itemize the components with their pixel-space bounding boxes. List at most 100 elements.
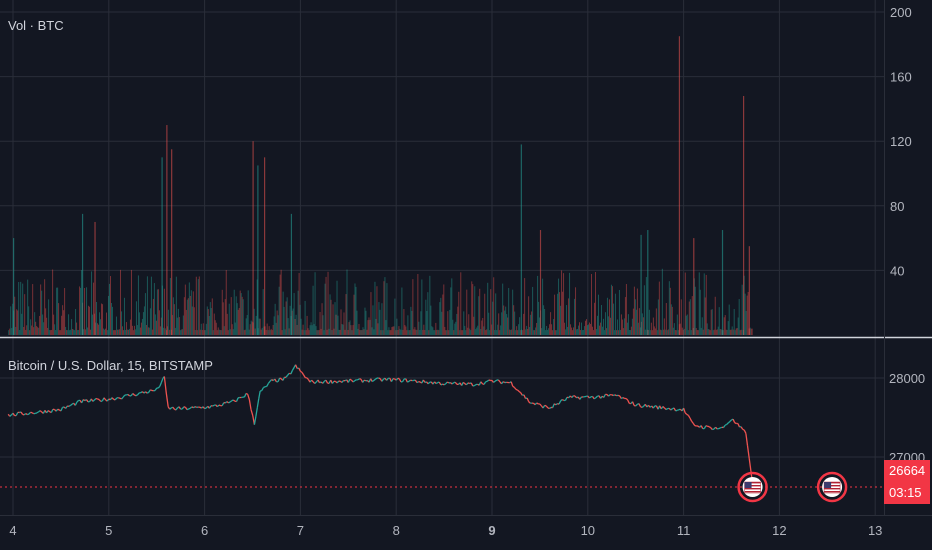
volume-bar <box>279 274 281 335</box>
price-segment <box>443 383 447 386</box>
flag-canton <box>824 482 832 488</box>
volume-bar <box>735 328 737 335</box>
volume-bar <box>667 329 669 335</box>
volume-bar <box>504 310 506 335</box>
volume-bar <box>28 306 30 335</box>
volume-bar <box>500 325 502 335</box>
us-flag-event-icon[interactable] <box>737 471 768 503</box>
volume-bar <box>35 321 37 335</box>
price-segment <box>663 407 667 410</box>
volume-bar <box>273 316 275 335</box>
volume-bar <box>303 330 305 335</box>
volume-bar <box>525 329 527 335</box>
volume-bar <box>587 324 589 335</box>
price-segment <box>106 398 110 402</box>
volume-bar <box>501 312 503 335</box>
volume-bar <box>223 326 225 335</box>
volume-bar <box>316 330 318 335</box>
volume-bar <box>498 313 500 335</box>
volume-bar <box>320 328 322 335</box>
volume-bar <box>13 238 15 335</box>
volume-bar <box>706 323 708 335</box>
volume-bar <box>283 306 285 335</box>
us-flag-event-icon[interactable] <box>816 471 848 503</box>
price-segment <box>362 379 365 383</box>
volume-bar <box>529 326 531 335</box>
price-segment <box>9 414 12 417</box>
volume-bar <box>355 286 357 335</box>
volume-bar <box>184 284 186 335</box>
volume-bar <box>333 328 335 335</box>
volume-bar <box>452 319 454 335</box>
volume-bar <box>548 328 550 335</box>
volume-bar <box>737 317 739 335</box>
volume-bar <box>151 329 153 335</box>
volume-bar <box>534 330 536 335</box>
volume-bar <box>302 324 304 335</box>
volume-bar <box>495 293 497 335</box>
volume-bar <box>588 322 590 335</box>
price-segment <box>517 389 520 392</box>
volume-bar <box>211 298 213 335</box>
volume-bar <box>9 328 11 335</box>
volume-bar <box>272 325 274 335</box>
price-segment <box>383 377 386 380</box>
volume-bar <box>166 125 168 335</box>
price-segment <box>731 418 734 421</box>
volume-bar <box>386 283 388 335</box>
volume-bar <box>461 330 463 335</box>
volume-bar <box>214 320 216 335</box>
price-segment <box>188 407 191 410</box>
volume-bar <box>569 272 571 335</box>
volume-bar <box>21 313 23 335</box>
volume-bar <box>213 313 215 335</box>
flag-stripe <box>744 488 761 490</box>
price-segment <box>528 401 531 404</box>
price-segment <box>631 401 635 406</box>
volume-bar <box>640 234 642 335</box>
price-segment <box>603 394 606 398</box>
flag-stripe <box>744 491 761 493</box>
volume-bar <box>450 287 452 335</box>
volume-bar <box>108 295 110 335</box>
volume-bar <box>159 326 161 335</box>
volume-bar <box>249 324 251 335</box>
price-segment <box>341 380 345 383</box>
price-segment <box>282 376 286 381</box>
volume-bar <box>128 328 130 335</box>
price-segment <box>143 391 146 394</box>
volume-bar <box>69 330 71 335</box>
volume-bar <box>527 328 529 335</box>
volume-bar <box>700 327 702 335</box>
volume-bar <box>642 317 644 335</box>
volume-y-tick-label: 40 <box>890 263 904 278</box>
volume-bar <box>334 302 336 335</box>
volume-bar <box>391 327 393 335</box>
price-segment <box>352 380 356 383</box>
price-segment <box>422 379 426 383</box>
volume-bar <box>242 299 244 335</box>
volume-bar <box>607 316 609 335</box>
volume-bar <box>532 286 534 335</box>
volume-bar <box>417 274 419 335</box>
volume-bar <box>312 285 314 335</box>
volume-bar <box>503 305 505 335</box>
volume-bar <box>258 318 260 335</box>
price-segment <box>627 399 630 404</box>
volume-bar <box>701 317 703 335</box>
price-segment <box>520 392 523 396</box>
volume-bar <box>33 327 35 335</box>
volume-bar <box>557 293 559 335</box>
price-segment <box>483 381 487 385</box>
volume-bar <box>703 273 705 335</box>
volume-bar <box>200 323 202 335</box>
volume-bar <box>310 322 312 335</box>
volume-bar <box>630 326 632 335</box>
volume-bar <box>571 327 573 335</box>
volume-bar <box>85 329 87 335</box>
volume-bar <box>180 329 182 335</box>
volume-bar <box>124 329 126 335</box>
price-segment <box>593 397 597 400</box>
event-markers[interactable] <box>737 471 848 503</box>
